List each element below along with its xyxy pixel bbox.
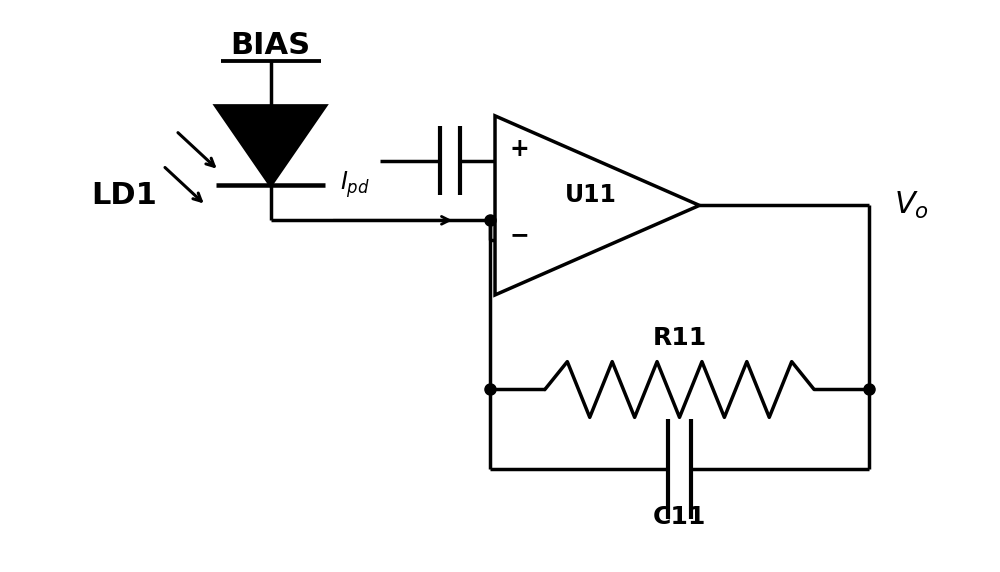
Text: BIAS: BIAS <box>231 31 311 60</box>
Text: R11: R11 <box>652 325 707 349</box>
Text: −: − <box>510 223 530 247</box>
Text: $V_o$: $V_o$ <box>894 190 929 221</box>
Text: $I_{pd}$: $I_{pd}$ <box>340 170 370 200</box>
Text: +: + <box>510 137 530 161</box>
Polygon shape <box>495 116 699 295</box>
Text: U11: U11 <box>565 184 617 208</box>
Text: C11: C11 <box>653 505 706 529</box>
Polygon shape <box>216 106 325 185</box>
Text: LD1: LD1 <box>91 181 157 210</box>
